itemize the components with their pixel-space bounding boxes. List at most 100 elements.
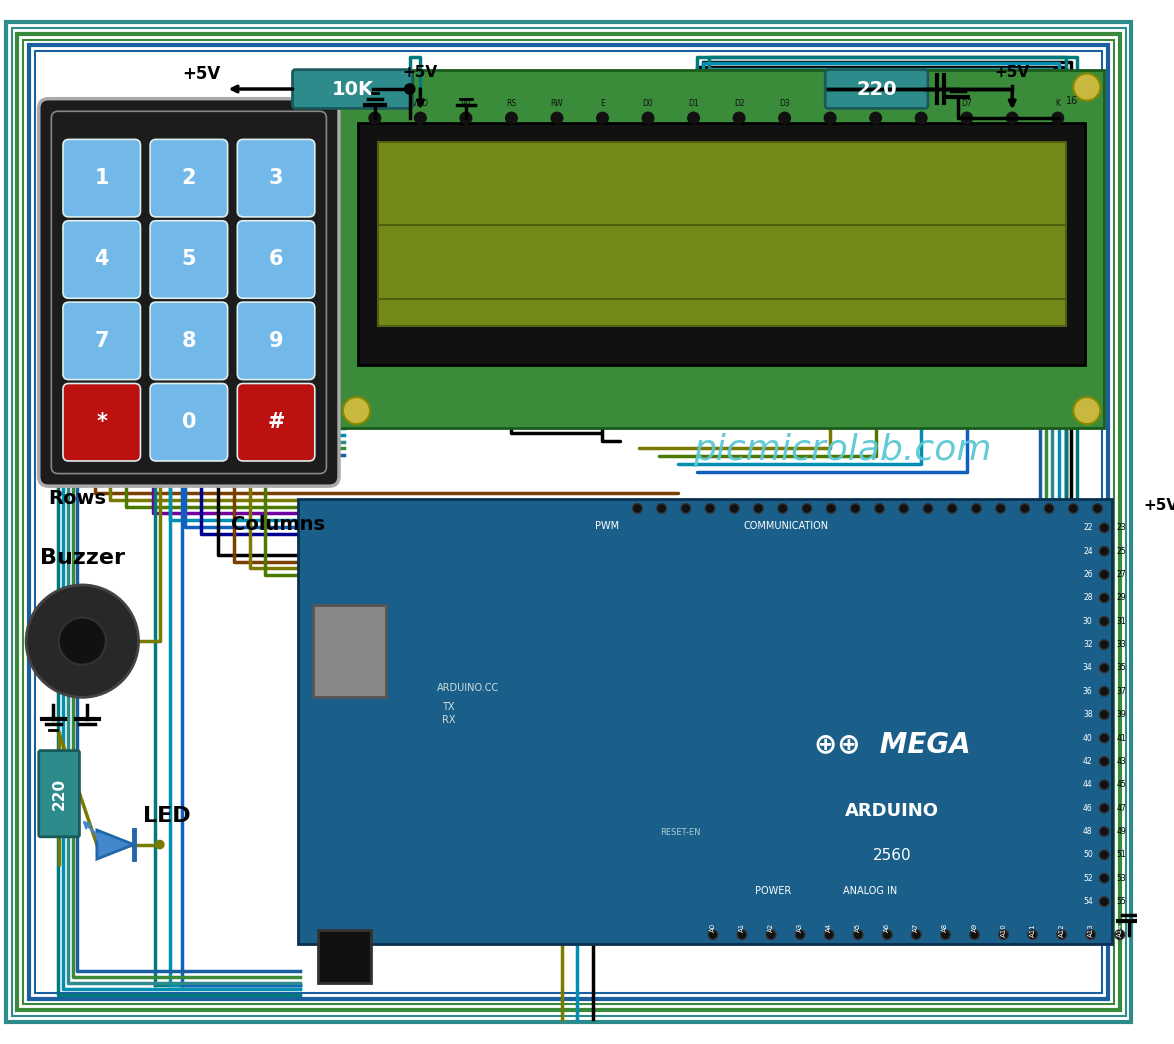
Circle shape [923, 503, 933, 514]
Text: 49: 49 [1116, 827, 1127, 836]
FancyBboxPatch shape [150, 383, 228, 461]
Circle shape [1068, 503, 1078, 514]
Text: D5: D5 [870, 99, 880, 109]
Circle shape [1027, 930, 1038, 940]
Bar [358, 123, 1085, 365]
Circle shape [343, 73, 370, 100]
Text: Buzzer: Buzzer [40, 547, 124, 568]
Text: 0: 0 [182, 412, 196, 432]
Circle shape [737, 930, 747, 940]
FancyBboxPatch shape [63, 302, 141, 380]
Circle shape [1099, 733, 1109, 743]
Circle shape [916, 113, 927, 124]
Circle shape [1099, 874, 1109, 883]
Text: +5V: +5V [403, 65, 438, 80]
Circle shape [754, 503, 763, 514]
Circle shape [1099, 616, 1109, 626]
Circle shape [824, 930, 834, 940]
Text: 1: 1 [94, 168, 109, 188]
Circle shape [875, 503, 884, 514]
Circle shape [1143, 930, 1154, 940]
Text: D2: D2 [734, 99, 744, 109]
Text: +5V: +5V [183, 66, 221, 84]
Circle shape [970, 930, 979, 940]
Text: 48: 48 [1082, 827, 1093, 836]
Bar [318, 930, 371, 983]
Text: TX: TX [443, 702, 454, 712]
Circle shape [642, 113, 654, 124]
Text: 51: 51 [1116, 851, 1127, 859]
Text: A7: A7 [913, 923, 919, 932]
Text: 42: 42 [1082, 757, 1093, 766]
Text: 22: 22 [1084, 523, 1093, 532]
Circle shape [681, 503, 690, 514]
Text: A4: A4 [826, 923, 832, 932]
Text: 54: 54 [1082, 897, 1093, 906]
Circle shape [940, 930, 950, 940]
Text: 41: 41 [1116, 734, 1127, 742]
FancyBboxPatch shape [63, 140, 141, 217]
Text: 37: 37 [1116, 687, 1127, 696]
Circle shape [911, 930, 922, 940]
Text: 3: 3 [269, 168, 283, 188]
Circle shape [729, 503, 740, 514]
Circle shape [1099, 827, 1109, 836]
Text: 4: 4 [94, 250, 109, 269]
Circle shape [1052, 113, 1064, 124]
FancyBboxPatch shape [150, 220, 228, 299]
Text: ARDUINO: ARDUINO [845, 802, 939, 820]
FancyBboxPatch shape [63, 383, 141, 461]
Text: 31: 31 [1116, 617, 1127, 625]
Text: A11: A11 [1030, 923, 1035, 936]
FancyBboxPatch shape [150, 302, 228, 380]
Text: 55: 55 [1116, 897, 1127, 906]
Circle shape [404, 84, 416, 95]
Circle shape [1099, 593, 1109, 602]
Text: D3: D3 [780, 99, 790, 109]
Text: RW: RW [551, 99, 564, 109]
Text: 16: 16 [1066, 96, 1078, 106]
Text: 46: 46 [1082, 804, 1093, 812]
Text: RX: RX [441, 714, 456, 725]
Text: 33: 33 [1116, 640, 1127, 649]
Text: 27: 27 [1116, 570, 1127, 579]
Circle shape [656, 503, 667, 514]
Text: 2: 2 [182, 168, 196, 188]
Circle shape [778, 503, 788, 514]
FancyBboxPatch shape [237, 302, 315, 380]
Circle shape [947, 503, 957, 514]
Text: POWER: POWER [755, 886, 791, 896]
Circle shape [960, 113, 972, 124]
FancyBboxPatch shape [237, 140, 315, 217]
Bar [378, 142, 1066, 327]
Text: VSS: VSS [367, 99, 383, 109]
Text: 38: 38 [1082, 710, 1093, 719]
Circle shape [1086, 930, 1095, 940]
Circle shape [1099, 897, 1109, 906]
Circle shape [369, 113, 380, 124]
Circle shape [460, 113, 472, 124]
Text: +5V: +5V [1143, 498, 1174, 513]
Circle shape [853, 930, 863, 940]
Circle shape [1099, 570, 1109, 579]
Text: 24: 24 [1082, 547, 1093, 555]
Circle shape [414, 113, 426, 124]
Circle shape [824, 113, 836, 124]
Circle shape [850, 503, 861, 514]
Text: A: A [1010, 99, 1014, 109]
Circle shape [343, 397, 370, 424]
Text: RS: RS [506, 99, 517, 109]
Circle shape [778, 113, 790, 124]
Circle shape [972, 503, 981, 514]
Circle shape [1099, 663, 1109, 672]
FancyBboxPatch shape [39, 751, 80, 837]
FancyBboxPatch shape [292, 70, 412, 109]
Circle shape [734, 113, 744, 124]
Text: 53: 53 [1116, 874, 1127, 883]
Circle shape [1044, 503, 1054, 514]
Text: Columns: Columns [230, 516, 324, 535]
Circle shape [1099, 546, 1109, 556]
Text: 10K: 10K [331, 79, 373, 98]
Text: 26: 26 [1082, 570, 1093, 579]
Text: 34: 34 [1082, 664, 1093, 672]
